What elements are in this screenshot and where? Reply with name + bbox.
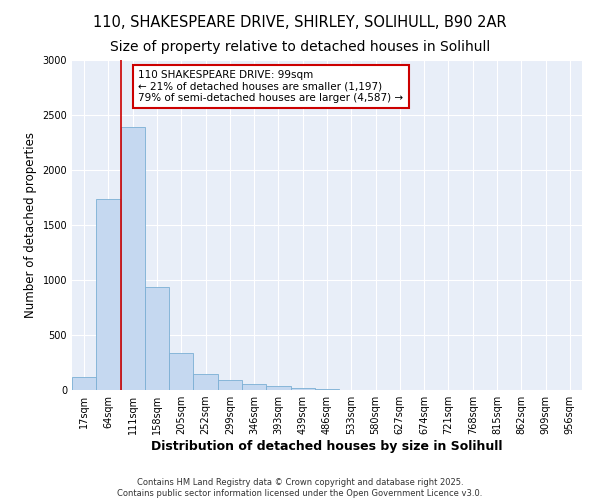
Bar [266,386,290,390]
Bar [145,286,169,390]
Bar [121,127,145,390]
Bar [96,198,121,390]
Bar [218,380,242,390]
Text: Contains HM Land Registry data © Crown copyright and database right 2025.
Contai: Contains HM Land Registry data © Crown c… [118,478,482,498]
Y-axis label: Number of detached properties: Number of detached properties [24,132,37,318]
Bar [242,384,266,390]
Text: 110, SHAKESPEARE DRIVE, SHIRLEY, SOLIHULL, B90 2AR: 110, SHAKESPEARE DRIVE, SHIRLEY, SOLIHUL… [93,15,507,30]
Text: 110 SHAKESPEARE DRIVE: 99sqm
← 21% of detached houses are smaller (1,197)
79% of: 110 SHAKESPEARE DRIVE: 99sqm ← 21% of de… [139,70,403,103]
Bar [290,388,315,390]
Bar [169,353,193,390]
X-axis label: Distribution of detached houses by size in Solihull: Distribution of detached houses by size … [151,440,503,453]
Bar [193,374,218,390]
Text: Size of property relative to detached houses in Solihull: Size of property relative to detached ho… [110,40,490,54]
Bar [72,378,96,390]
